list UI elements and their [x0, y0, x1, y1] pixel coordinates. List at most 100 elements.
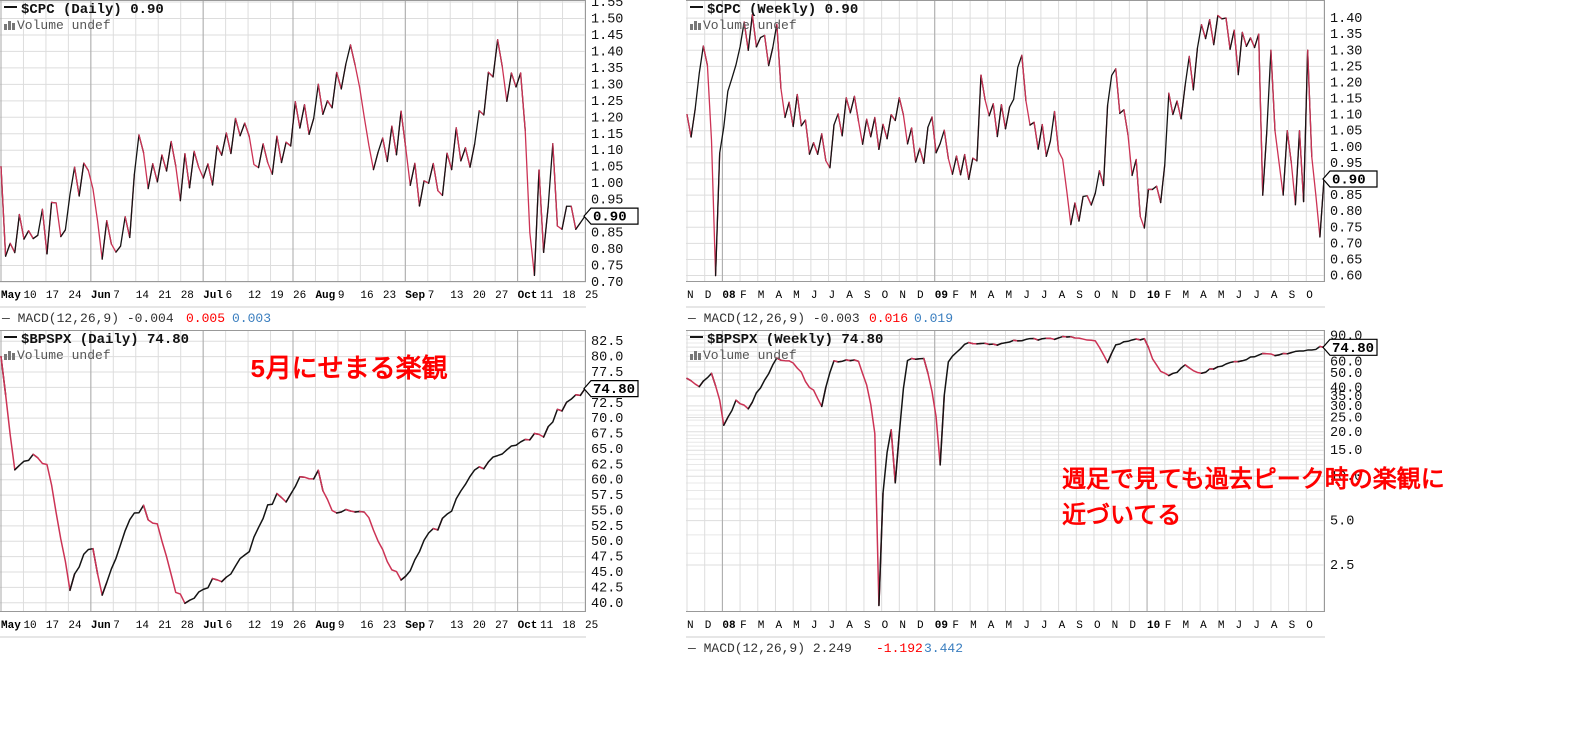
svg-text:M: M	[793, 290, 800, 302]
svg-text:M: M	[1182, 620, 1189, 632]
svg-text:1.10: 1.10	[591, 144, 623, 159]
svg-text:1.15: 1.15	[1330, 93, 1362, 108]
svg-text:May: May	[1, 620, 21, 632]
svg-text:1.40: 1.40	[1330, 12, 1362, 27]
svg-text:40.0: 40.0	[591, 597, 623, 612]
svg-text:10: 10	[23, 620, 36, 632]
svg-text:0.80: 0.80	[1330, 205, 1362, 220]
svg-text:1.30: 1.30	[591, 78, 623, 93]
svg-text:1.35: 1.35	[591, 62, 623, 77]
svg-text:14: 14	[136, 620, 150, 632]
svg-text:1.50: 1.50	[591, 12, 623, 27]
svg-text:24: 24	[68, 290, 82, 302]
svg-text:08: 08	[722, 620, 736, 632]
svg-text:S: S	[1289, 290, 1296, 302]
svg-text:3.442: 3.442	[924, 641, 963, 656]
svg-text:1.10: 1.10	[1330, 109, 1362, 124]
svg-text:0.95: 0.95	[591, 194, 623, 209]
svg-text:F: F	[740, 290, 747, 302]
svg-text:0.80: 0.80	[591, 243, 623, 258]
svg-text:2.5: 2.5	[1330, 559, 1354, 574]
svg-text:74.80: 74.80	[1332, 341, 1374, 357]
svg-text:J: J	[1253, 290, 1260, 302]
svg-text:M: M	[758, 290, 765, 302]
svg-text:M: M	[1006, 290, 1013, 302]
svg-text:7: 7	[113, 620, 120, 632]
svg-text:0.70: 0.70	[591, 276, 623, 291]
svg-text:26: 26	[293, 290, 306, 302]
svg-text:09: 09	[935, 290, 948, 302]
svg-text:1.00: 1.00	[591, 177, 623, 192]
svg-text:11: 11	[540, 620, 554, 632]
svg-text:0.016: 0.016	[869, 311, 908, 326]
svg-text:A: A	[1200, 290, 1207, 302]
svg-text:A: A	[775, 290, 782, 302]
svg-text:60.0: 60.0	[1330, 355, 1362, 370]
svg-text:7: 7	[428, 290, 435, 302]
svg-text:F: F	[1165, 290, 1172, 302]
svg-text:F: F	[952, 290, 959, 302]
svg-text:Oct: Oct	[518, 290, 538, 302]
svg-text:M: M	[1218, 290, 1225, 302]
svg-text:A: A	[846, 290, 853, 302]
svg-text:O: O	[882, 290, 889, 302]
svg-text:16: 16	[360, 290, 373, 302]
svg-text:0.75: 0.75	[591, 260, 623, 275]
svg-text:20.0: 20.0	[1330, 426, 1362, 441]
svg-text:42.5: 42.5	[591, 581, 623, 596]
svg-text:M: M	[970, 290, 977, 302]
svg-text:25: 25	[585, 290, 598, 302]
svg-text:A: A	[988, 620, 995, 632]
svg-text:Aug: Aug	[315, 620, 335, 632]
svg-text:N: N	[899, 290, 906, 302]
svg-text:A: A	[846, 620, 853, 632]
svg-text:J: J	[811, 290, 818, 302]
svg-text:May: May	[1, 290, 21, 302]
svg-text:M: M	[1218, 620, 1225, 632]
svg-text:0.65: 0.65	[1330, 253, 1362, 268]
svg-text:19: 19	[271, 290, 284, 302]
svg-text:0.85: 0.85	[591, 227, 623, 242]
svg-text:19: 19	[271, 620, 284, 632]
svg-text:0.85: 0.85	[1330, 189, 1362, 204]
svg-text:74.80: 74.80	[593, 382, 635, 398]
svg-text:17: 17	[46, 620, 59, 632]
svg-text:Jun: Jun	[91, 290, 111, 302]
svg-text:6: 6	[226, 290, 233, 302]
svg-text:— MACD(12,26,9) -0.004: — MACD(12,26,9) -0.004	[1, 311, 174, 326]
svg-text:82.5: 82.5	[591, 335, 623, 350]
svg-text:80.0: 80.0	[591, 351, 623, 366]
svg-text:N: N	[1112, 620, 1119, 632]
svg-text:21: 21	[158, 290, 172, 302]
svg-text:13: 13	[450, 620, 463, 632]
svg-text:0.75: 0.75	[1330, 221, 1362, 236]
svg-text:1.20: 1.20	[591, 111, 623, 126]
svg-text:F: F	[952, 620, 959, 632]
svg-text:D: D	[705, 290, 712, 302]
svg-text:40.0: 40.0	[1330, 381, 1362, 396]
svg-text:1.30: 1.30	[1330, 44, 1362, 59]
svg-text:57.5: 57.5	[591, 489, 623, 504]
svg-text:J: J	[1236, 620, 1243, 632]
svg-text:12: 12	[248, 620, 261, 632]
svg-text:23: 23	[383, 620, 396, 632]
svg-text:77.5: 77.5	[591, 366, 623, 381]
svg-text:J: J	[811, 620, 818, 632]
svg-text:10: 10	[1147, 290, 1160, 302]
svg-text:9: 9	[338, 290, 345, 302]
svg-text:M: M	[1006, 620, 1013, 632]
svg-text:S: S	[864, 290, 871, 302]
svg-text:62.5: 62.5	[591, 458, 623, 473]
svg-text:9: 9	[338, 620, 345, 632]
svg-text:28: 28	[181, 290, 194, 302]
svg-text:— MACD(12,26,9) -0.003: — MACD(12,26,9) -0.003	[687, 311, 860, 326]
svg-text:50.0: 50.0	[591, 535, 623, 550]
svg-text:J: J	[1236, 290, 1243, 302]
svg-text:20: 20	[473, 290, 486, 302]
svg-text:45.0: 45.0	[591, 566, 623, 581]
svg-text:1.25: 1.25	[591, 95, 623, 110]
svg-text:47.5: 47.5	[591, 551, 623, 566]
svg-text:S: S	[864, 620, 871, 632]
svg-text:7: 7	[428, 620, 435, 632]
svg-text:18: 18	[563, 620, 576, 632]
